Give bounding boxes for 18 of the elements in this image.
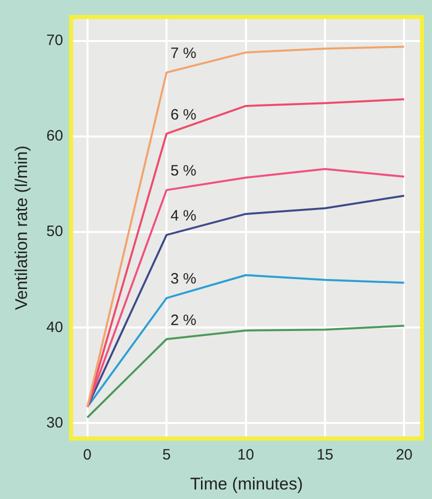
x-tick-label: 15: [316, 446, 334, 464]
y-tick-label: 40: [46, 318, 64, 336]
x-tick-label: 0: [83, 446, 92, 464]
y-tick-label: 60: [46, 128, 64, 145]
y-axis-title: Ventilation rate (l/min): [12, 146, 31, 310]
x-axis-title: Time (minutes): [190, 474, 303, 494]
series-label: 3 %: [170, 270, 196, 288]
series-label: 6 %: [170, 106, 196, 124]
y-tick-label: 70: [46, 32, 64, 50]
x-tick-label: 10: [237, 446, 254, 464]
series-label: 2 %: [170, 312, 196, 329]
x-tick-label: 5: [162, 446, 171, 464]
y-tick-label: 30: [46, 414, 64, 432]
x-tick-label: 20: [396, 446, 413, 464]
series-label: 5 %: [170, 162, 196, 180]
y-tick-label: 50: [46, 223, 64, 240]
series-label: 4 %: [170, 208, 196, 225]
series-label: 7 %: [170, 45, 196, 62]
